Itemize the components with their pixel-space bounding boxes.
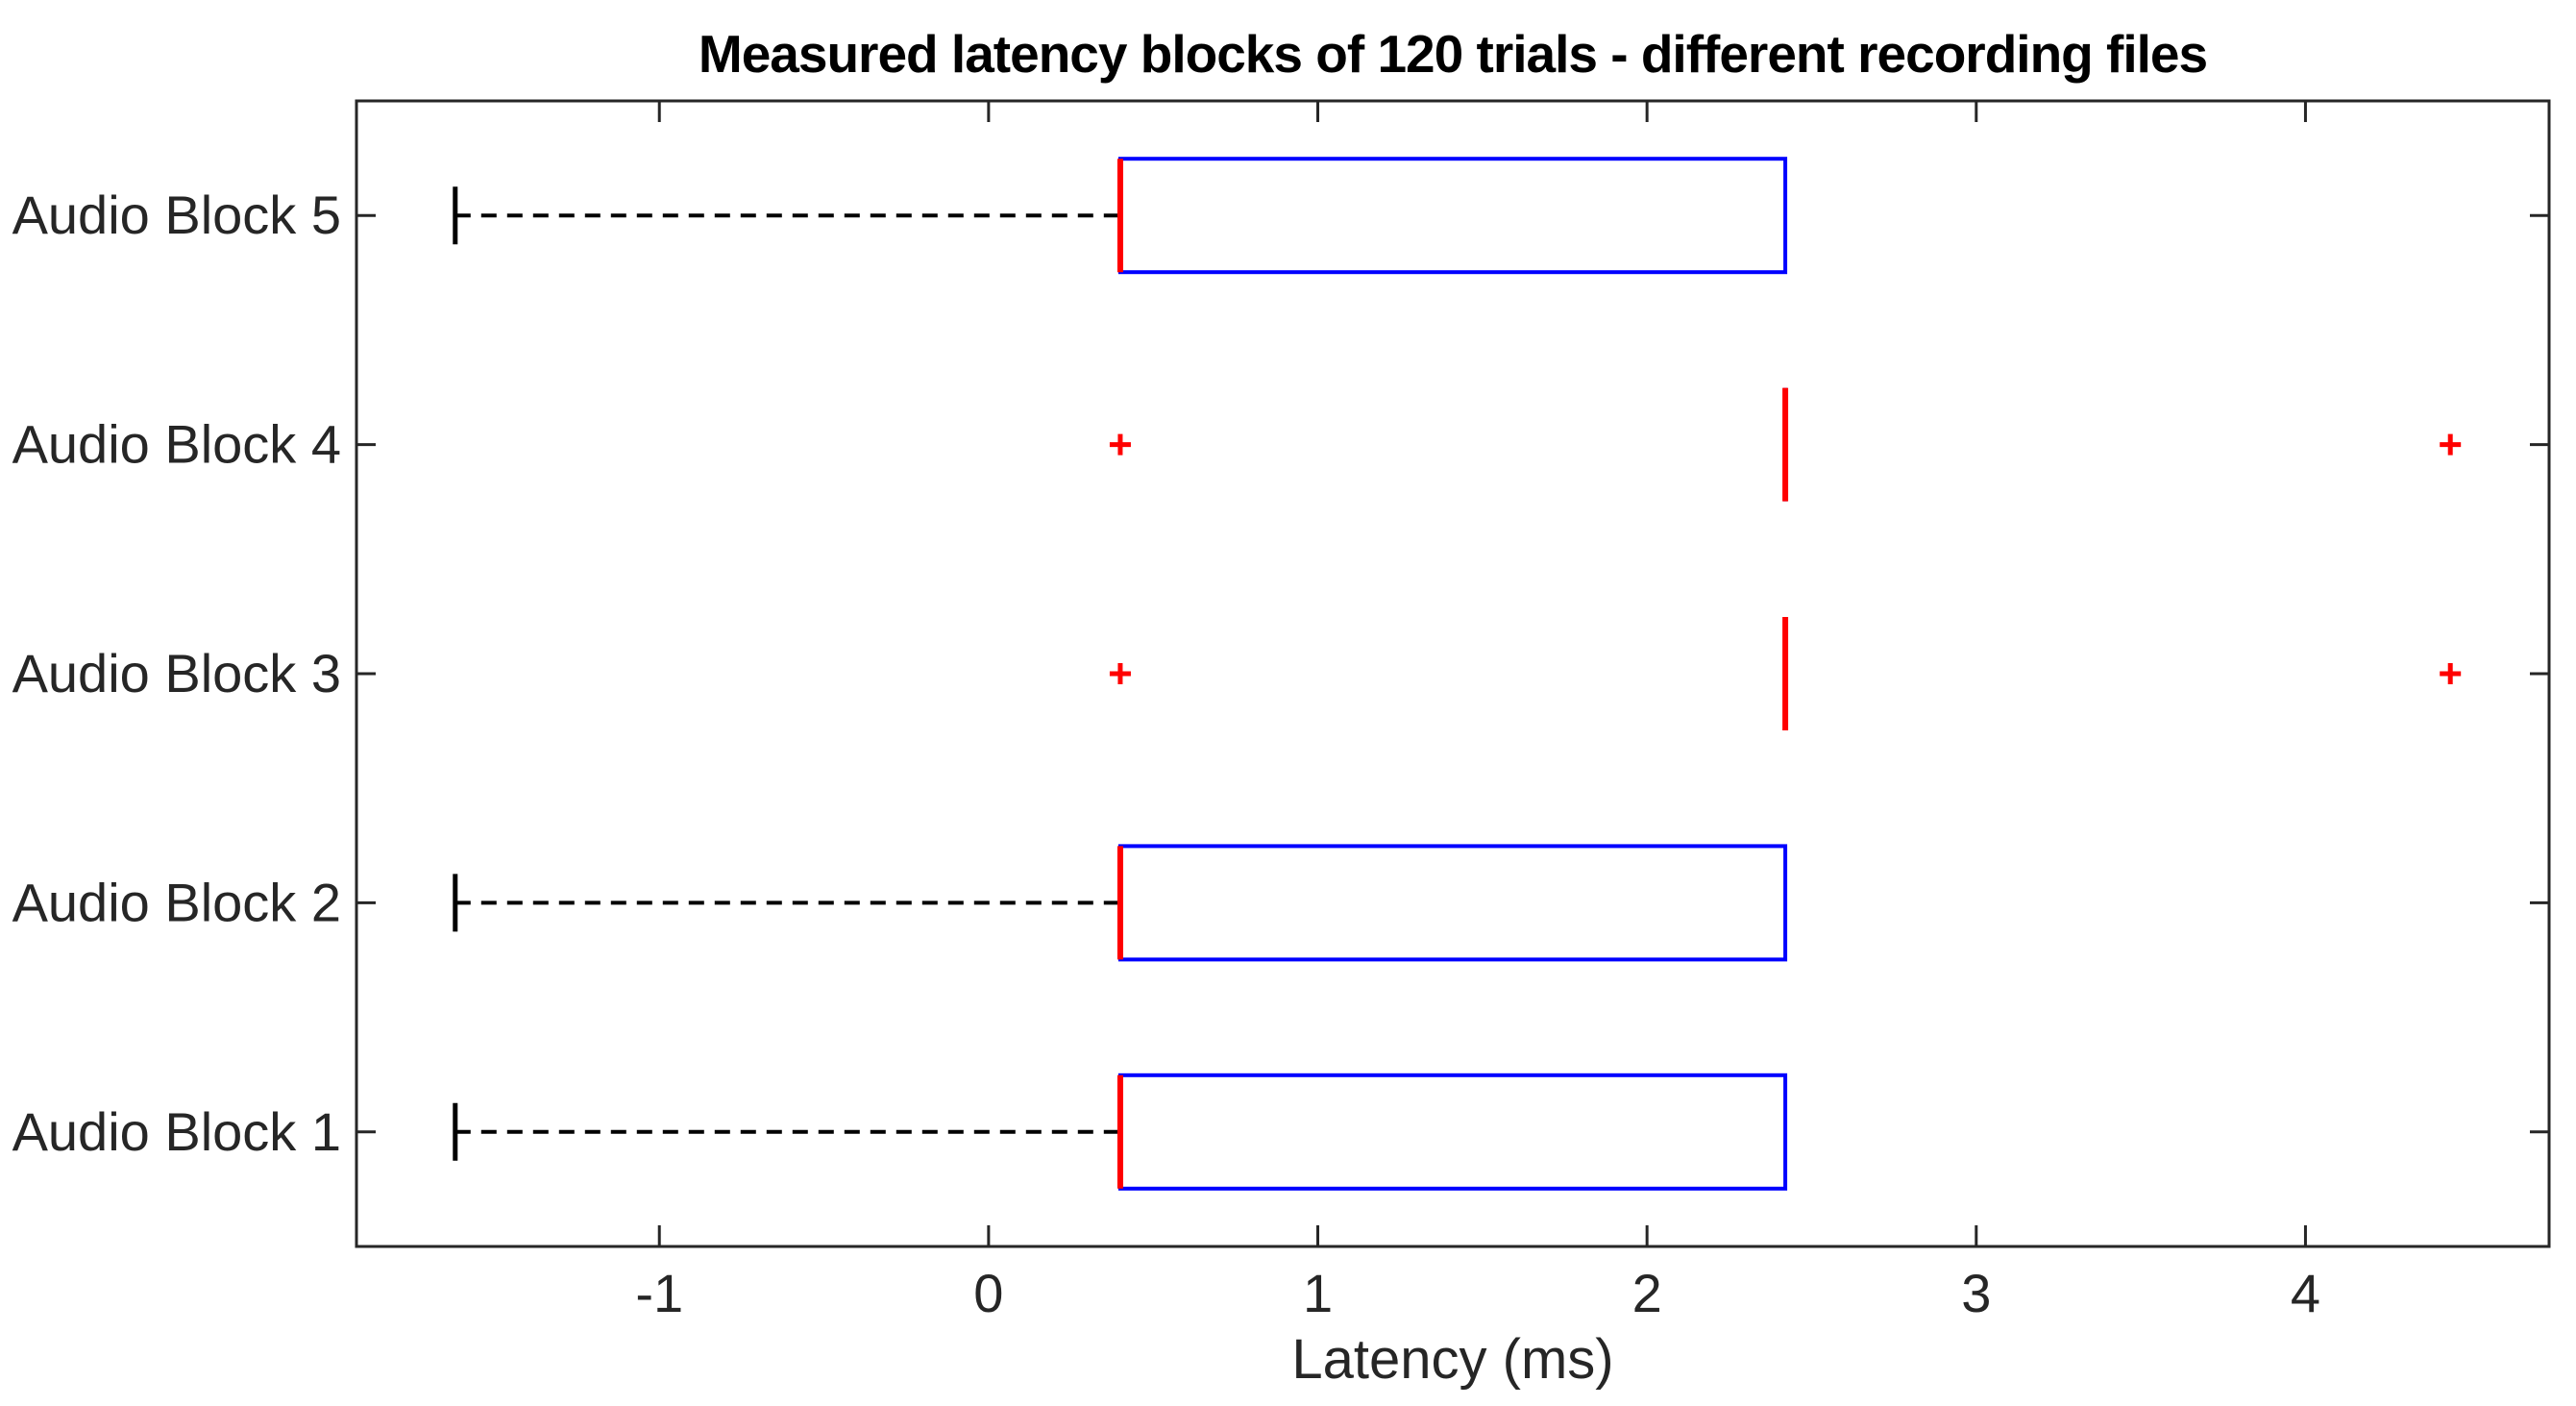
box <box>1117 157 1788 275</box>
y-tick-label: Audio Block 4 <box>12 414 341 475</box>
y-tick-label: Audio Block 5 <box>12 185 341 245</box>
box <box>1117 844 1788 962</box>
y-tick-label: Audio Block 1 <box>12 1101 341 1162</box>
x-tick-label: 2 <box>1632 1263 1662 1323</box>
box <box>1117 1073 1788 1191</box>
x-tick-label: -1 <box>635 1263 683 1323</box>
y-tick-label: Audio Block 3 <box>12 643 341 703</box>
x-tick-label: 3 <box>1961 1263 1991 1323</box>
y-tick-label: Audio Block 2 <box>12 872 341 932</box>
x-tick-label: 0 <box>973 1263 1003 1323</box>
x-tick-label: 4 <box>2291 1263 2320 1323</box>
chart-title: Measured latency blocks of 120 trials - … <box>698 24 2208 84</box>
x-axis-label: Latency (ms) <box>1291 1328 1614 1391</box>
x-tick-label: 1 <box>1303 1263 1333 1323</box>
